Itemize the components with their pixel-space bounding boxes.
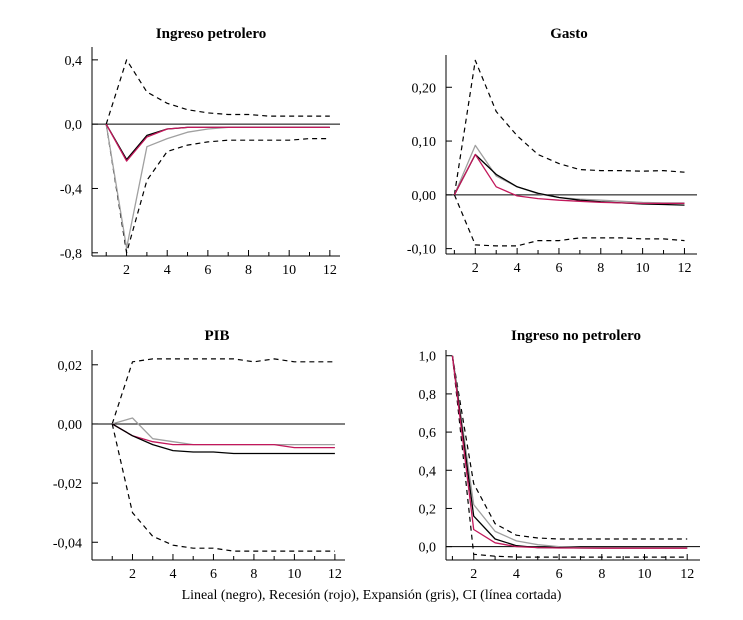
- series-ci-inferior: [453, 194, 685, 247]
- series-recesion: [111, 423, 335, 449]
- x-tick-label: 12: [328, 567, 342, 582]
- figure-caption: Lineal (negro), Recesión (rojo), Expansi…: [181, 588, 562, 603]
- x-tick-label: 4: [169, 567, 176, 582]
- x-tick-label: 6: [210, 567, 217, 582]
- x-tick-label: 10: [638, 567, 652, 582]
- series-recesion: [105, 123, 330, 162]
- series-ci-inferior: [111, 423, 335, 552]
- x-tick-label: 4: [514, 261, 521, 276]
- x-tick-label: 6: [556, 567, 563, 582]
- series-ci-superior: [453, 59, 685, 195]
- panel-title: Ingreso no petrolero: [511, 328, 641, 344]
- x-tick-label: 6: [555, 261, 562, 276]
- panel-1: Ingreso petrolero 0,4 0,0 -0,4 -0,8 2 4 6 8 10 12: [60, 26, 340, 278]
- series-ci-superior: [451, 355, 688, 540]
- series-ci-inferior: [451, 355, 688, 558]
- series-ci-superior: [111, 358, 335, 425]
- y-tick-label: 1,0: [419, 350, 437, 365]
- series-lineal: [111, 423, 335, 455]
- y-tick-label: 0,20: [412, 81, 437, 96]
- panel-title: Gasto: [550, 26, 588, 42]
- x-tick-label: 2: [472, 261, 479, 276]
- y-tick-label: -0,4: [60, 182, 82, 197]
- x-tick-label: 2: [129, 567, 136, 582]
- y-tick-label: 0,0: [419, 541, 437, 556]
- series-lineal: [451, 355, 688, 549]
- series-recesion: [451, 355, 688, 549]
- y-tick-label: -0,8: [60, 247, 82, 262]
- series-ci-superior: [105, 59, 330, 125]
- y-tick-label: 0,4: [65, 54, 83, 69]
- series-lineal: [453, 153, 685, 206]
- panel-4: Ingreso no petrolero 1,0 0,8 0,6 0,4 0,2 0,0 2 4…: [419, 328, 700, 582]
- panel-2: Gasto 0,20 0,10 0,00 -0,10 2 4 6 8 10 12: [407, 26, 697, 276]
- series-recesion: [453, 153, 685, 205]
- x-tick-label: 2: [470, 567, 477, 582]
- y-tick-label: 0,00: [412, 189, 437, 204]
- x-tick-label: 8: [250, 567, 257, 582]
- y-tick-label: -0,10: [407, 243, 436, 258]
- y-tick-label: 0,0: [65, 118, 83, 133]
- y-tick-label: 0,2: [419, 502, 437, 517]
- y-tick-label: -0,02: [53, 477, 82, 492]
- x-tick-label: 10: [287, 567, 301, 582]
- series-expansion: [112, 417, 335, 446]
- x-tick-label: 8: [597, 261, 604, 276]
- panel-title: Ingreso petrolero: [156, 26, 266, 42]
- y-tick-label: -0,04: [53, 536, 82, 551]
- y-tick-label: 0,02: [58, 359, 83, 374]
- y-tick-label: 0,8: [419, 388, 437, 403]
- x-tick-label: 8: [598, 567, 605, 582]
- x-tick-label: 4: [513, 567, 520, 582]
- x-tick-label: 6: [204, 263, 211, 278]
- y-tick-label: 0,6: [419, 426, 437, 441]
- y-tick-label: 0,10: [412, 135, 437, 150]
- x-tick-label: 8: [245, 263, 252, 278]
- y-tick-label: 0,00: [58, 418, 83, 433]
- series-lineal: [105, 123, 330, 161]
- x-tick-label: 2: [123, 263, 130, 278]
- series-expansion: [451, 355, 688, 549]
- y-tick-label: 0,4: [419, 464, 437, 479]
- x-tick-label: 12: [680, 567, 694, 582]
- x-tick-label: 10: [282, 263, 296, 278]
- x-tick-label: 12: [677, 261, 691, 276]
- x-tick-label: 10: [636, 261, 650, 276]
- x-tick-label: 4: [164, 263, 171, 278]
- series-expansion: [453, 144, 685, 204]
- panel-3: PIB 0,02 0,00 -0,02 -0,04 2 4 6 8 10 12: [53, 328, 345, 582]
- panel-title: PIB: [204, 328, 229, 344]
- series-expansion: [105, 124, 330, 249]
- x-tick-label: 12: [323, 263, 337, 278]
- series-ci-inferior: [105, 124, 330, 254]
